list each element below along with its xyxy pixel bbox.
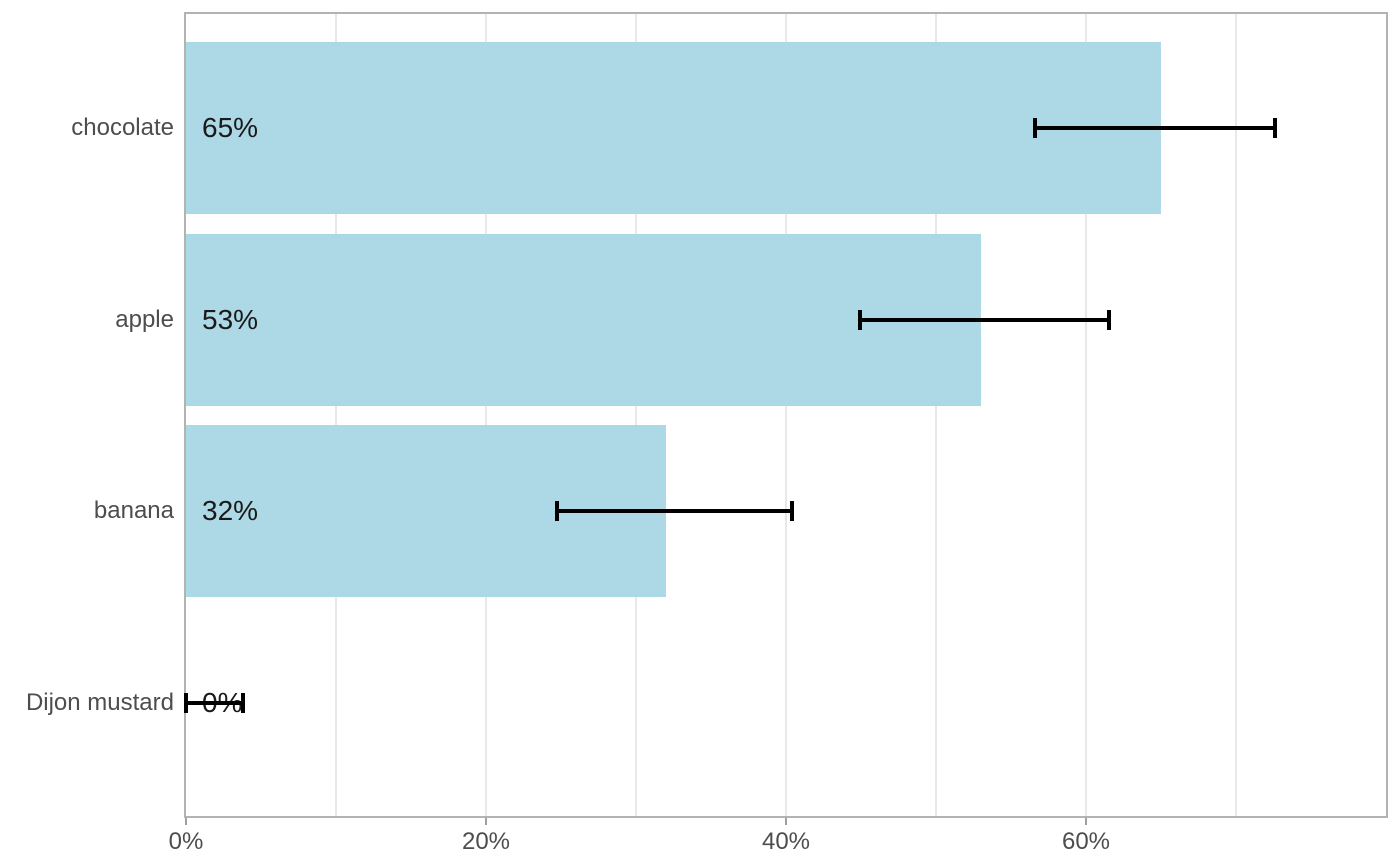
error-bar-cap-high bbox=[790, 501, 794, 522]
error-bar-line bbox=[1035, 126, 1275, 131]
y-axis-label: banana bbox=[93, 497, 174, 525]
x-tick bbox=[1085, 818, 1087, 825]
bar-apple bbox=[186, 233, 981, 406]
error-bar-cap-high bbox=[241, 692, 245, 713]
x-tick-label: 0% bbox=[168, 828, 204, 855]
error-bar-cap-low bbox=[554, 501, 559, 522]
gridline bbox=[1235, 14, 1237, 816]
gridline bbox=[485, 14, 487, 816]
gridline bbox=[335, 14, 337, 816]
x-tick-label: 40% bbox=[761, 828, 811, 855]
error-bar-cap-low bbox=[184, 692, 188, 713]
x-tick bbox=[785, 818, 787, 825]
gridline bbox=[785, 14, 787, 816]
error-bar-cap-high bbox=[1106, 309, 1111, 330]
gridline bbox=[935, 14, 937, 816]
gridline bbox=[1085, 14, 1087, 816]
error-bar-line bbox=[186, 700, 243, 705]
error-bar-cap-low bbox=[857, 309, 862, 330]
x-tick bbox=[185, 818, 187, 825]
bar-value-label: 53% bbox=[202, 303, 259, 335]
bar-value-label: 65% bbox=[202, 112, 259, 144]
y-axis-label: apple bbox=[115, 305, 174, 333]
y-axis-label: chocolate bbox=[71, 114, 174, 142]
error-bar-cap-low bbox=[1033, 118, 1037, 139]
x-tick bbox=[485, 818, 487, 825]
plot-area: 65% 53% 32% 0% bbox=[184, 12, 1388, 818]
x-tick-label: 60% bbox=[1061, 828, 1111, 855]
bar-value-label: 32% bbox=[202, 495, 259, 527]
error-bar-line bbox=[859, 317, 1109, 322]
bar-chocolate bbox=[186, 42, 1161, 215]
error-bar-line bbox=[556, 509, 792, 514]
x-tick-label: 20% bbox=[461, 828, 511, 855]
error-bar-cap-high bbox=[1273, 118, 1277, 139]
y-axis-label: Dijon mustard bbox=[25, 688, 174, 716]
gridline bbox=[635, 14, 637, 816]
